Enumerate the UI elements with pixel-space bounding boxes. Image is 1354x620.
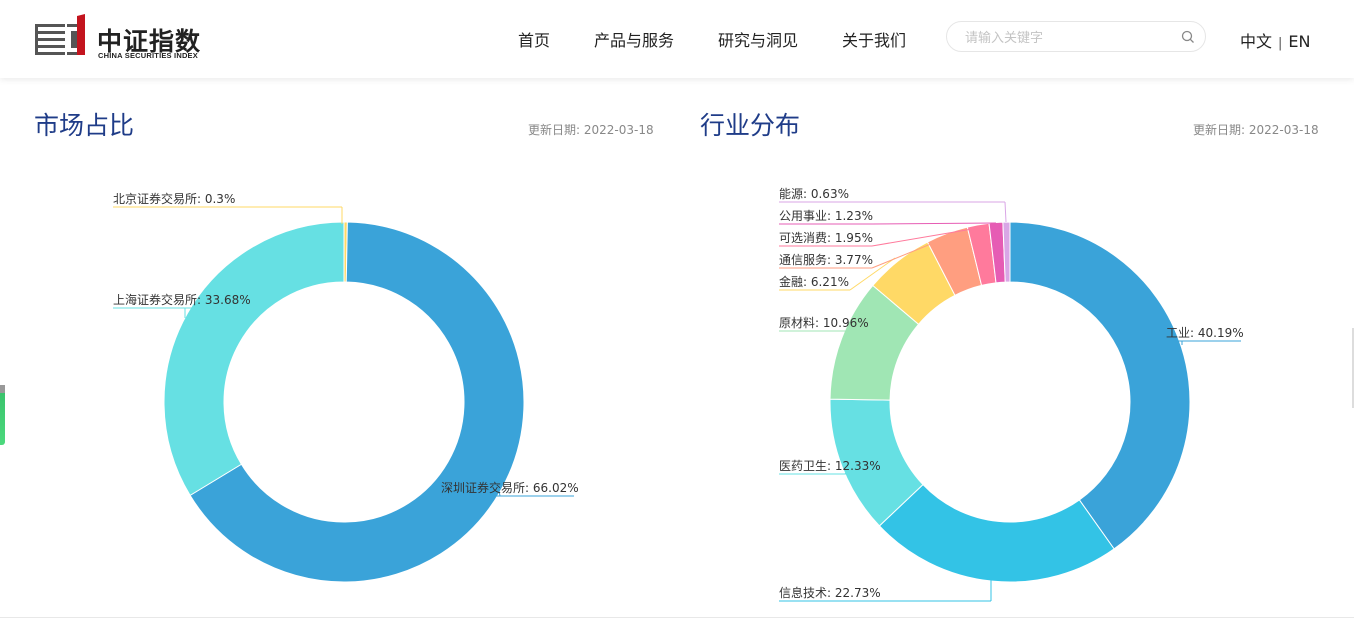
lang-chinese[interactable]: 中文 — [1240, 32, 1273, 51]
label-leader-line — [844, 465, 853, 475]
side-feedback-tab[interactable] — [0, 385, 5, 445]
language-switch: 中文 | EN — [1240, 28, 1310, 52]
donut-slice[interactable] — [1002, 221, 1011, 283]
market-share-update-date: 更新日期: 2022-03-18 — [528, 123, 654, 137]
logo-subtext: CHINA SECURITIES INDEX — [98, 51, 198, 60]
logo-mark-icon — [35, 14, 85, 55]
nav-home[interactable]: 首页 — [518, 31, 551, 50]
label-leader-line — [849, 257, 896, 291]
market-share-title: 市场占比 — [34, 111, 135, 140]
slice-label: 原材料: 10.96% — [779, 316, 869, 330]
nav-about-us[interactable]: 关于我们 — [842, 31, 907, 50]
logo[interactable]: 中证指数 CHINA SECURITIES INDEX — [33, 14, 233, 62]
slice-label: 信息技术: 22.73% — [779, 585, 881, 600]
search-icon[interactable] — [1181, 30, 1195, 44]
lang-separator: | — [1278, 36, 1283, 51]
search-input[interactable] — [963, 27, 1167, 49]
nav-products-services[interactable]: 产品与服务 — [594, 31, 675, 50]
donut-slice[interactable] — [1009, 221, 1191, 550]
slice-label: 可选消费: 1.95% — [779, 231, 873, 245]
industry-update-date: 更新日期: 2022-03-18 — [1193, 123, 1319, 137]
slice-label: 医药卫生: 12.33% — [779, 459, 881, 473]
label-leader-line — [871, 222, 997, 225]
slice-label: 金融: 6.21% — [779, 274, 849, 289]
label-leader-line — [494, 469, 501, 497]
donut-slice[interactable] — [189, 221, 525, 583]
scrollbar[interactable] — [1352, 328, 1354, 408]
label-leader-line — [847, 323, 857, 332]
industry-distribution-title: 行业分布 — [700, 111, 801, 140]
logo-text: 中证指数 — [97, 27, 202, 56]
bottom-divider — [0, 617, 1354, 618]
site-header: 中证指数 CHINA SECURITIES INDEX 首页 产品与服务 研究与… — [0, 0, 1354, 78]
slice-label: 北京证券交易所: 0.3% — [113, 191, 235, 206]
industry-donut: 工业: 40.19% 信息技术: 22.73% 医药卫生: 12.33% 原材料: 1… — [779, 187, 1244, 602]
slice-label: 深圳证券交易所: 66.02% — [441, 480, 579, 495]
slice-label: 公用事业: 1.23% — [779, 209, 873, 223]
label-leader-line — [871, 236, 949, 269]
label-leader-line — [1004, 201, 1007, 223]
lang-english[interactable]: EN — [1288, 32, 1311, 51]
market-share-donut: 北京证券交易所: 0.3% 深圳证券交易所: 66.02% 上海证券交易所: 33.… — [113, 191, 579, 583]
nav-research-insights[interactable]: 研究与洞见 — [718, 31, 799, 50]
slice-label: 上海证券交易所: 33.68% — [113, 292, 251, 307]
slice-label: 能源: 0.63% — [779, 187, 849, 201]
label-leader-line — [871, 227, 979, 247]
donut-slice[interactable] — [163, 221, 345, 497]
slice-label: 通信服务: 3.77% — [779, 252, 873, 267]
donut-slice[interactable] — [878, 483, 1115, 583]
side-tab-cap — [0, 385, 5, 393]
slice-label: 工业: 40.19% — [1166, 326, 1244, 340]
search-box — [946, 21, 1206, 52]
